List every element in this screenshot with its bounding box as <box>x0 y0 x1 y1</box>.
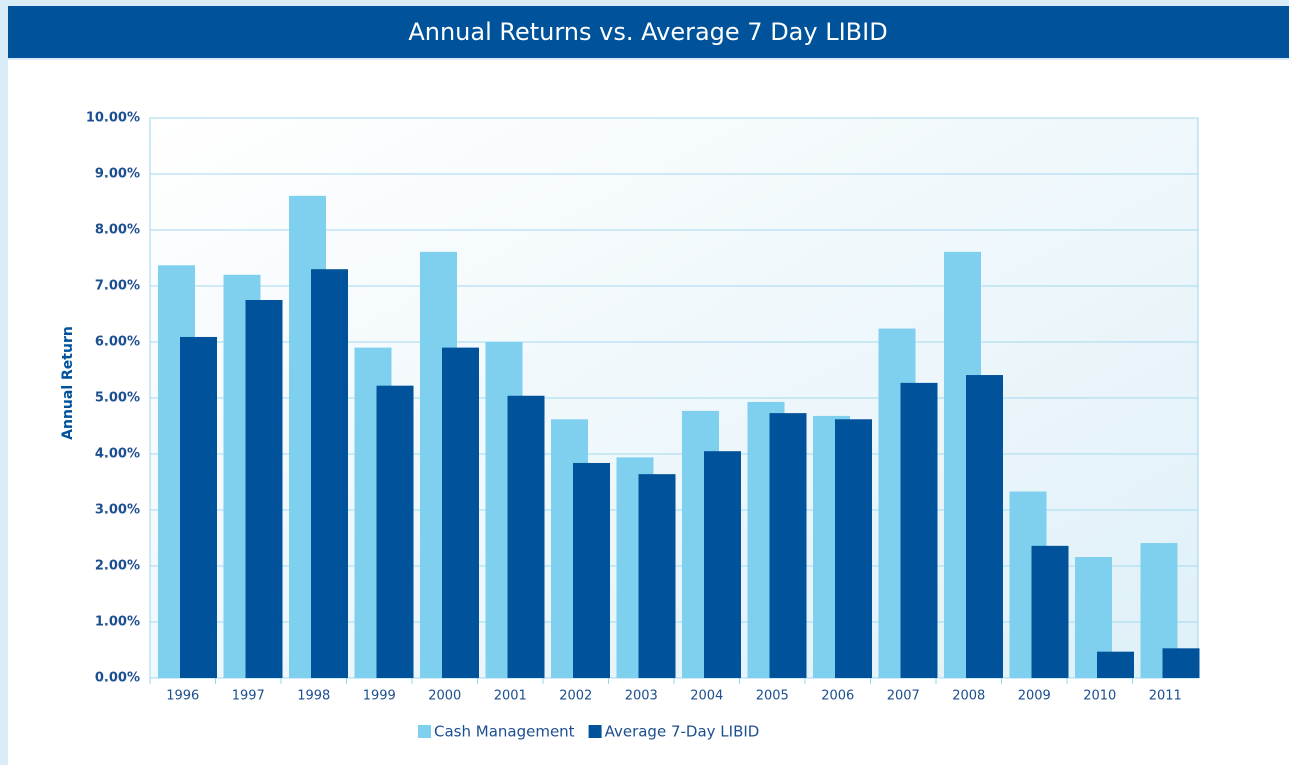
bar <box>1162 648 1200 678</box>
x-tick-label: 2000 <box>428 689 461 704</box>
y-tick-label: 1.00% <box>95 615 140 630</box>
x-tick-label: 2009 <box>1018 689 1051 704</box>
y-tick-label: 6.00% <box>95 335 140 350</box>
bar <box>573 462 610 678</box>
y-axis-label: Annual Return <box>60 326 76 440</box>
x-tick-label: 1997 <box>232 689 265 704</box>
x-tick-label: 2008 <box>952 689 985 704</box>
x-tick-label: 1996 <box>166 689 199 704</box>
y-tick-label: 2.00% <box>95 559 140 574</box>
bar <box>311 269 348 678</box>
x-tick-label: 2001 <box>494 689 527 704</box>
bar <box>1097 651 1134 678</box>
legend-label: Average 7-Day LIBID <box>605 723 760 741</box>
bar <box>704 451 741 678</box>
bar <box>442 347 479 678</box>
x-tick-label: 2002 <box>559 689 592 704</box>
y-tick-label: 5.00% <box>95 391 140 406</box>
bar <box>245 300 283 678</box>
y-tick-label: 3.00% <box>95 503 140 518</box>
bar <box>966 375 1003 678</box>
chart-title: Annual Returns vs. Average 7 Day LIBID <box>408 18 887 46</box>
x-tick-label: 1998 <box>297 689 330 704</box>
x-tick-label: 2006 <box>821 689 854 704</box>
y-tick-label: 8.00% <box>95 223 140 238</box>
y-tick-label: 4.00% <box>95 447 140 462</box>
y-tick-label: 7.00% <box>95 279 140 294</box>
legend-label: Cash Management <box>434 723 575 741</box>
y-tick-label: 9.00% <box>95 167 140 182</box>
bar <box>900 382 938 678</box>
bar <box>769 413 807 678</box>
bar <box>638 474 676 678</box>
x-tick-label: 1999 <box>363 689 396 704</box>
bar <box>376 385 414 678</box>
bar <box>1031 545 1069 678</box>
y-tick-label: 0.00% <box>95 671 140 686</box>
x-tick-label: 2005 <box>756 689 789 704</box>
x-tick-label: 2004 <box>690 689 723 704</box>
bar <box>180 336 217 678</box>
header-bar <box>8 6 1289 58</box>
x-tick-label: 2011 <box>1149 689 1182 704</box>
x-tick-label: 2007 <box>887 689 920 704</box>
x-tick-label: 2003 <box>625 689 658 704</box>
legend-swatch <box>588 725 602 738</box>
y-tick-label: 10.00% <box>86 111 140 126</box>
bar <box>835 419 872 678</box>
legend-swatch <box>418 725 431 738</box>
bar <box>507 395 545 678</box>
x-tick-label: 2010 <box>1083 689 1116 704</box>
